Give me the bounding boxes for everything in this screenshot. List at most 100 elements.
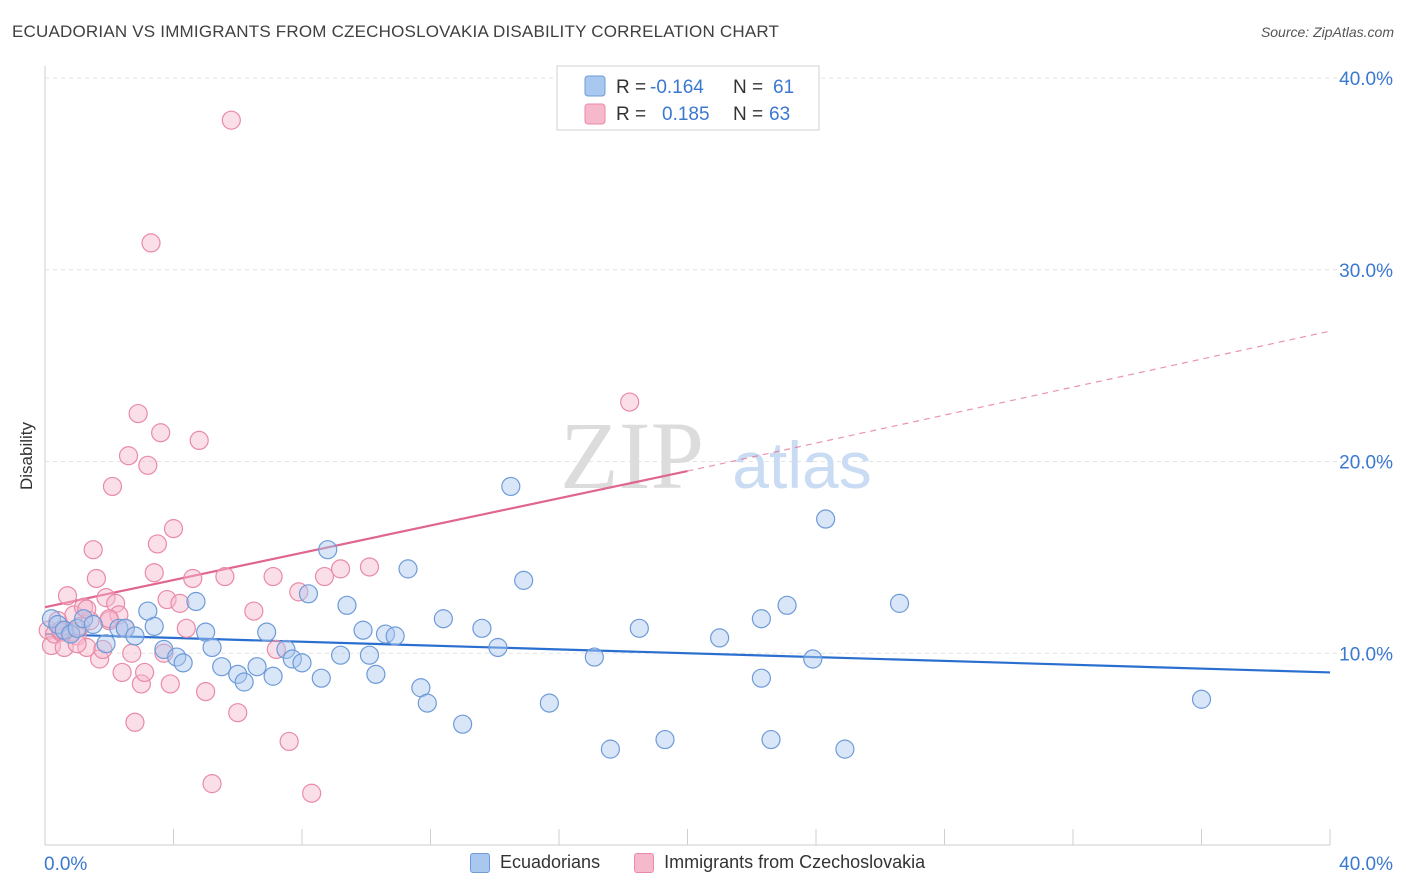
point-czech-35 — [151, 423, 171, 443]
point-ecuadorian-51 — [655, 729, 675, 750]
point-czech-44 — [196, 681, 216, 702]
stats-legend: R = -0.164 N = 61 R = 0.185 N = 63 — [556, 65, 820, 131]
point-czech-32 — [141, 233, 161, 253]
point-czech-50 — [263, 566, 283, 587]
point-ecuadorian-35 — [366, 664, 386, 684]
point-ecuadorian-28 — [298, 584, 319, 604]
point-ecuadorian-15 — [173, 653, 193, 673]
point-czech-25 — [118, 446, 139, 466]
point-ecuadorian-23 — [257, 622, 277, 642]
bottom-legend: Ecuadorians Immigrants from Czechoslovak… — [470, 852, 949, 873]
point-czech-33 — [144, 563, 164, 583]
point-ecuadorian-55 — [761, 729, 781, 750]
point-ecuadorian-37 — [385, 626, 405, 646]
point-czech-45 — [202, 774, 222, 794]
stats-r-label-blue: R = — [616, 77, 646, 98]
point-ecuadorian-52 — [710, 628, 730, 648]
point-ecuadorian-5 — [73, 609, 94, 629]
legend-label-czechoslovakia: Immigrants from Czechoslovakia — [664, 852, 926, 872]
y-tick-label-1: 20.0% — [1339, 453, 1393, 474]
legend-swatch-blue — [470, 852, 490, 873]
point-ecuadorian-26 — [282, 649, 302, 669]
source-label: Source: ZipAtlas.com — [1260, 24, 1394, 40]
stats-r-label-pink: R = — [616, 104, 646, 125]
trend-line-czech — [44, 470, 688, 609]
point-czech-20 — [102, 476, 123, 497]
point-ecuadorian-41 — [433, 609, 453, 629]
legend-item-ecuadorians[interactable]: Ecuadorians — [470, 852, 600, 873]
point-ecuadorian-4 — [67, 618, 87, 638]
point-czech-54 — [302, 783, 322, 803]
point-czech-41 — [176, 618, 196, 638]
point-ecuadorian-29 — [311, 668, 331, 688]
stats-n-value-blue: 61 — [773, 77, 794, 98]
point-czech-43 — [189, 430, 209, 451]
point-ecuadorian-22 — [247, 657, 267, 677]
point-czech-26 — [122, 643, 142, 663]
point-ecuadorian-58 — [816, 509, 836, 529]
point-ecuadorian-18 — [202, 637, 222, 658]
point-czech-48 — [228, 703, 248, 723]
point-ecuadorian-38 — [398, 559, 418, 579]
y-tick-label-2: 30.0% — [1339, 261, 1393, 282]
grid-lines — [45, 77, 1392, 654]
legend-item-czechoslovakia[interactable]: Immigrants from Czechoslovakia — [634, 852, 925, 873]
point-ecuadorian-53 — [751, 668, 771, 688]
point-ecuadorian-45 — [501, 476, 521, 497]
y-tick-label-3: 40.0% — [1339, 69, 1393, 90]
point-ecuadorian-47 — [539, 693, 559, 713]
point-czech-34 — [147, 534, 168, 554]
y-axis-label: Disability — [17, 421, 36, 490]
point-ecuadorian-36 — [375, 624, 396, 644]
point-czech-57 — [359, 557, 380, 577]
point-ecuadorian-42 — [453, 714, 473, 734]
stats-swatch-pink — [584, 103, 606, 125]
point-czech-40 — [170, 593, 190, 613]
point-ecuadorian-25 — [276, 639, 296, 660]
point-ecuadorian-50 — [629, 618, 649, 638]
point-ecuadorian-34 — [359, 645, 380, 665]
legend-swatch-pink — [634, 852, 655, 873]
point-czech-18 — [96, 588, 116, 608]
stats-n-label-blue: N = — [733, 77, 763, 98]
x-tick-label-1: 40.0% — [1339, 854, 1393, 875]
point-czech-49 — [244, 601, 264, 621]
point-ecuadorian-27 — [292, 653, 312, 673]
legend-label-ecuadorians: Ecuadorians — [500, 852, 601, 872]
point-ecuadorian-7 — [96, 634, 116, 654]
x-tick-labels: 0.0% 40.0% — [44, 854, 1393, 875]
point-ecuadorian-43 — [472, 618, 492, 638]
watermark-atlas: atlas — [732, 428, 871, 502]
point-czech-53 — [289, 582, 309, 602]
x-tick-label-0: 0.0% — [44, 854, 87, 875]
data-points — [38, 110, 1212, 803]
point-ecuadorian-40 — [417, 693, 437, 713]
point-czech-58 — [620, 392, 640, 412]
point-czech-37 — [157, 589, 177, 610]
point-ecuadorian-57 — [803, 649, 823, 669]
point-czech-42 — [183, 568, 203, 589]
point-ecuadorian-48 — [584, 647, 604, 667]
point-czech-15 — [86, 568, 107, 589]
point-ecuadorian-9 — [115, 618, 135, 638]
point-ecuadorian-20 — [228, 664, 248, 684]
point-czech-46 — [215, 566, 235, 587]
watermark: ZIP atlas — [560, 402, 872, 509]
point-ecuadorian-33 — [353, 620, 373, 640]
point-ecuadorian-54 — [751, 609, 771, 629]
point-ecuadorian-19 — [212, 657, 232, 677]
point-czech-28 — [128, 403, 148, 424]
point-ecuadorian-56 — [777, 595, 797, 615]
trend-lines — [44, 330, 1331, 674]
y-tick-labels: 10.0% 20.0% 30.0% 40.0% — [1339, 69, 1393, 665]
trend-line-ecuadorians — [44, 632, 1331, 674]
point-czech-31 — [138, 455, 158, 475]
point-czech-39 — [163, 519, 184, 539]
point-czech-17 — [93, 639, 113, 660]
point-ecuadorian-59 — [835, 739, 855, 759]
watermark-zip: ZIP — [560, 402, 704, 509]
point-ecuadorian-49 — [600, 739, 621, 759]
point-ecuadorian-24 — [263, 666, 283, 686]
stats-n-value-pink: 63 — [769, 104, 790, 125]
